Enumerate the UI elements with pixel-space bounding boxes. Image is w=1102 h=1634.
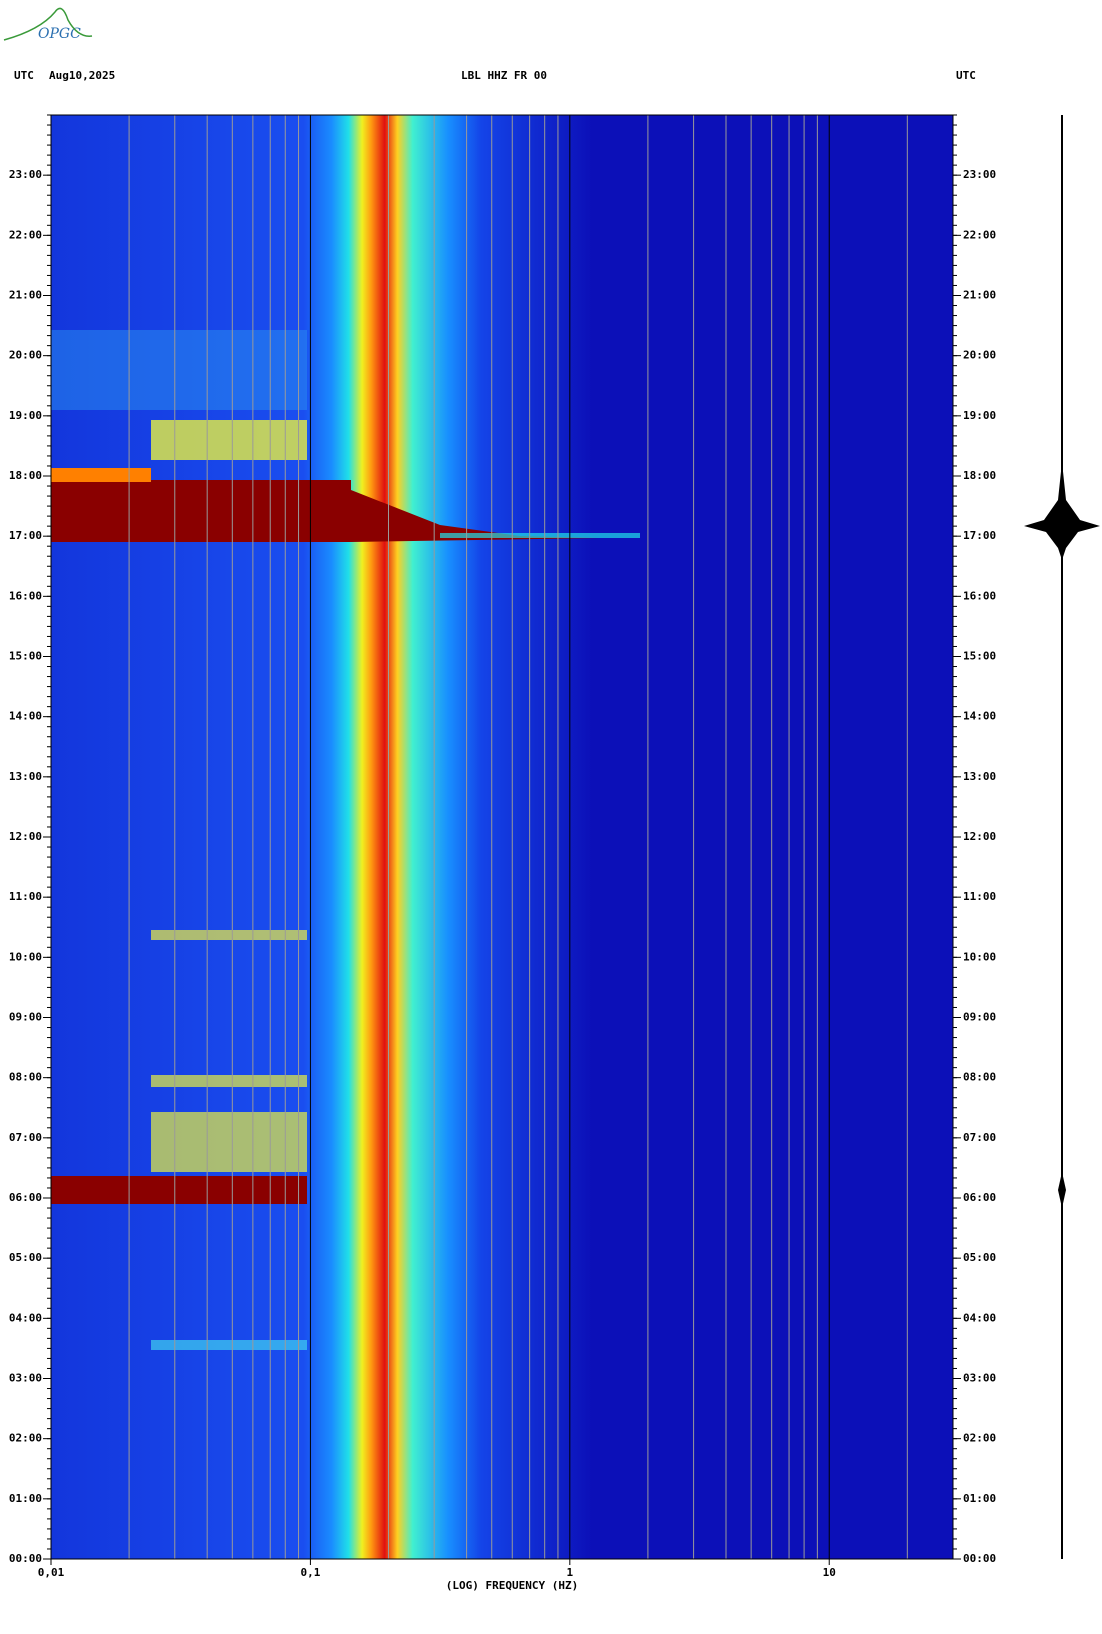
y-tick-label: 15:00: [9, 650, 42, 663]
y-tick-label-right: 01:00: [963, 1492, 996, 1505]
y-tick-label: 08:00: [9, 1071, 42, 1084]
y-tick-label-right: 15:00: [963, 650, 996, 663]
y-tick-label: 17:00: [9, 529, 42, 542]
header-right: UTC: [956, 69, 976, 82]
y-tick-label: 22:00: [9, 228, 42, 241]
y-tick-label: 11:00: [9, 890, 42, 903]
y-tick-label-right: 02:00: [963, 1432, 996, 1445]
y-tick-label-right: 17:00: [963, 529, 996, 542]
y-tick-label: 21:00: [9, 289, 42, 302]
y-tick-label-right: 13:00: [963, 770, 996, 783]
spectrogram: [51, 115, 953, 1559]
y-tick-label: 13:00: [9, 770, 42, 783]
y-tick-label: 12:00: [9, 830, 42, 843]
y-tick-label: 19:00: [9, 409, 42, 422]
y-tick-label-right: 10:00: [963, 950, 996, 963]
y-tick-label: 02:00: [9, 1432, 42, 1445]
x-tick-label: 0,1: [300, 1566, 320, 1579]
y-tick-label: 23:00: [9, 168, 42, 181]
y-tick-label: 06:00: [9, 1191, 42, 1204]
x-tick-label: 10: [823, 1566, 836, 1579]
y-tick-label-right: 06:00: [963, 1191, 996, 1204]
x-axis-label: (LOG) FREQUENCY (HZ): [446, 1579, 578, 1592]
y-tick-label: 18:00: [9, 469, 42, 482]
y-tick-label-right: 12:00: [963, 830, 996, 843]
x-tick-label: 0,01: [38, 1566, 65, 1579]
y-tick-label-right: 20:00: [963, 349, 996, 362]
chart-title: LBL HHZ FR 00: [461, 69, 547, 82]
logo-curve: [3, 7, 93, 41]
seismogram: [1024, 115, 1100, 1559]
y-tick-label-right: 21:00: [963, 289, 996, 302]
y-tick-label-right: 07:00: [963, 1131, 996, 1144]
y-tick-label: 01:00: [9, 1492, 42, 1505]
header-left: UTC: [14, 69, 34, 82]
y-tick-label: 05:00: [9, 1251, 42, 1264]
y-tick-label: 00:00: [9, 1552, 42, 1565]
y-tick-label-right: 23:00: [963, 168, 996, 181]
plot-frame: [50, 114, 954, 1560]
y-tick-label-right: 16:00: [963, 589, 996, 602]
logo: OPGC: [38, 26, 81, 42]
y-tick-label-right: 09:00: [963, 1011, 996, 1024]
y-tick-label: 14:00: [9, 710, 42, 723]
date: Aug10,2025: [49, 69, 115, 82]
y-tick-label: 10:00: [9, 950, 42, 963]
y-tick-label-right: 04:00: [963, 1311, 996, 1324]
y-tick-label: 07:00: [9, 1131, 42, 1144]
y-tick-label-right: 03:00: [963, 1372, 996, 1385]
y-tick-label: 04:00: [9, 1311, 42, 1324]
y-tick-label: 20:00: [9, 349, 42, 362]
y-tick-label-right: 00:00: [963, 1552, 996, 1565]
x-tick-label: 1: [567, 1566, 574, 1579]
y-tick-label: 03:00: [9, 1372, 42, 1385]
y-tick-label: 09:00: [9, 1011, 42, 1024]
y-tick-label-right: 14:00: [963, 710, 996, 723]
y-tick-label-right: 05:00: [963, 1251, 996, 1264]
y-tick-label-right: 08:00: [963, 1071, 996, 1084]
y-tick-label-right: 18:00: [963, 469, 996, 482]
y-tick-label-right: 22:00: [963, 228, 996, 241]
y-tick-label: 16:00: [9, 589, 42, 602]
y-tick-label-right: 19:00: [963, 409, 996, 422]
y-tick-label-right: 11:00: [963, 890, 996, 903]
